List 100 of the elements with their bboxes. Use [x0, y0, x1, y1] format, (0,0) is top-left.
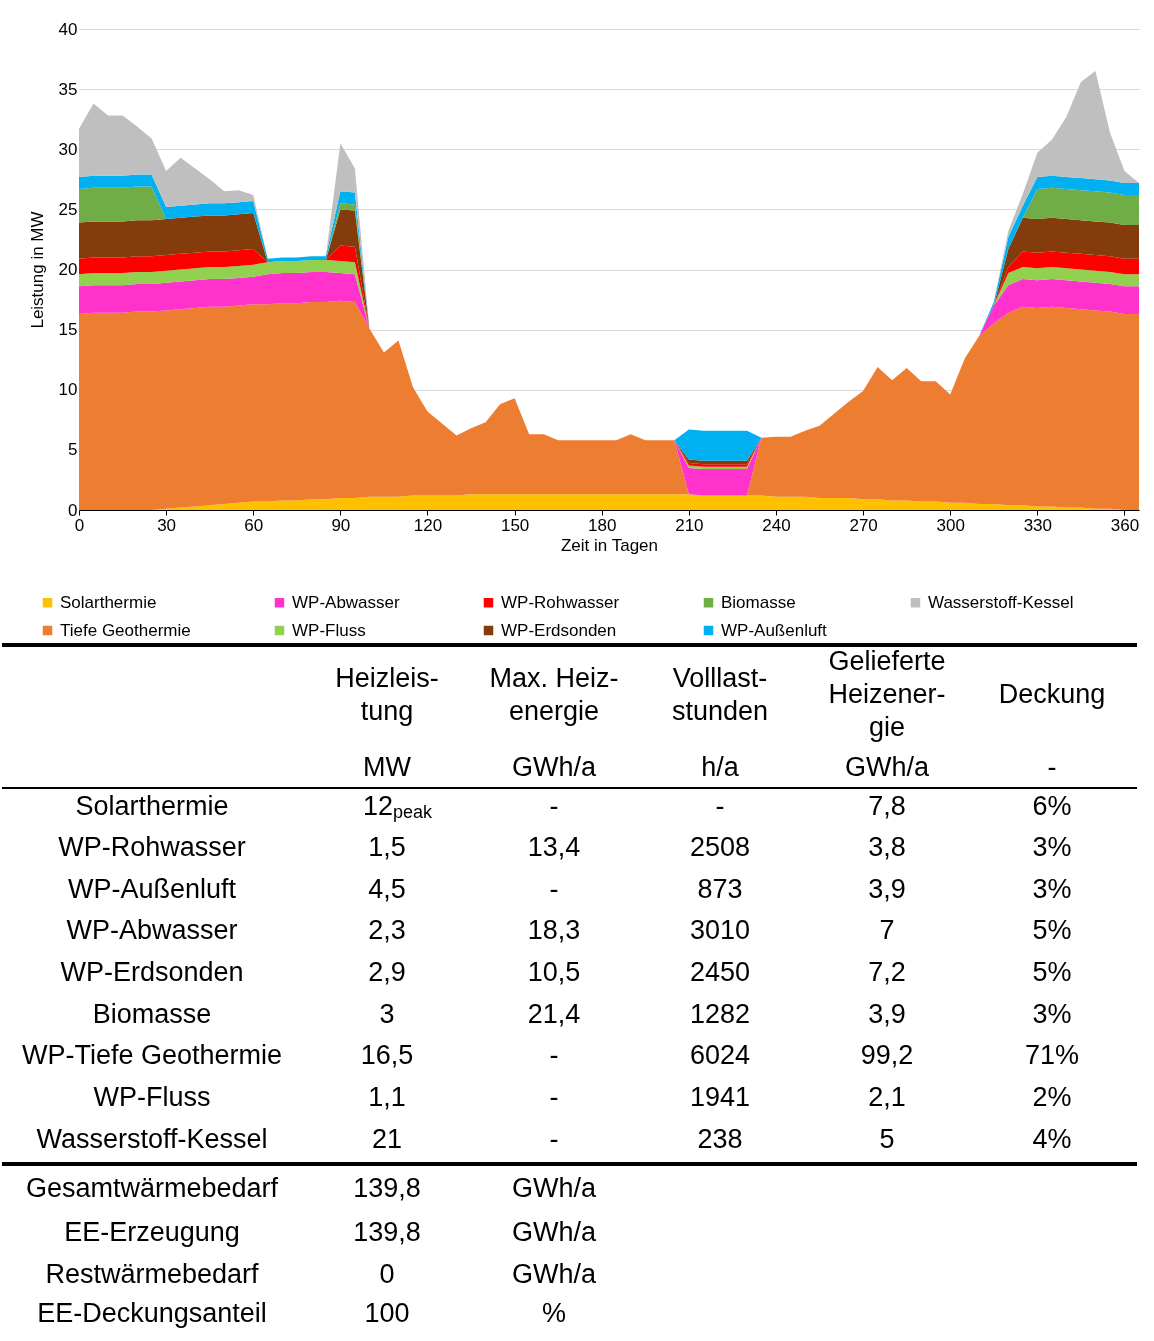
- text: 21: [371, 1124, 403, 1154]
- x-tick-label: 180: [588, 515, 617, 535]
- legend-label: WP-Erdsonden: [501, 620, 617, 640]
- y-tick-label: 35: [58, 79, 78, 99]
- text: 2%: [1032, 1082, 1072, 1112]
- x-tick-label: 300: [936, 515, 965, 535]
- text: WP-Abwasser: [66, 915, 238, 945]
- text: 5: [879, 1124, 895, 1154]
- x-tick-label: 330: [1023, 515, 1053, 535]
- text: Heizleis- tung: [335, 662, 439, 726]
- legend-label: Biomasse: [721, 592, 796, 612]
- text: 3,8: [868, 832, 906, 862]
- text: MW: [363, 752, 412, 782]
- text: 7,2: [868, 957, 906, 987]
- legend-label: WP-Rohwasser: [501, 592, 620, 612]
- text: GWh/a: [511, 752, 597, 782]
- text: 3,9: [868, 999, 906, 1029]
- y-tick-label: 40: [58, 19, 78, 39]
- text: 16,5: [360, 1040, 414, 1070]
- text: Solarthermie: [75, 791, 229, 821]
- text: WP-Fluss: [93, 1082, 211, 1112]
- legend-label: WP-Außenluft: [721, 620, 828, 640]
- text: 873: [697, 874, 743, 904]
- text: 99,2: [860, 1040, 914, 1070]
- text: Deckung: [998, 679, 1106, 709]
- text: -: [715, 791, 725, 821]
- text: 139,8: [353, 1217, 421, 1247]
- x-axis-title: Zeit in Tagen: [560, 535, 659, 555]
- text: 139,8: [353, 1173, 421, 1203]
- legend-label: WP-Fluss: [292, 620, 366, 640]
- text: 3%: [1032, 999, 1072, 1029]
- x-tick-label: 30: [157, 515, 177, 535]
- text: 4,5: [368, 874, 406, 904]
- text: 3%: [1032, 874, 1072, 904]
- text: -: [549, 1124, 559, 1154]
- text: 7: [879, 915, 895, 945]
- text: -: [549, 1040, 559, 1070]
- legend-label: Wasserstoff-Kessel: [928, 592, 1074, 612]
- text: WP-Erdsonden: [60, 957, 244, 987]
- text: Wasserstoff-Kessel: [36, 1124, 268, 1154]
- text: 6%: [1032, 791, 1072, 821]
- text: EE-Deckungsanteil: [37, 1298, 267, 1328]
- text: 5%: [1032, 915, 1072, 945]
- legend-label: Tiefe Geothermie: [60, 620, 191, 640]
- y-axis-title: Leistung in MW: [27, 211, 47, 329]
- text: Volllast- stunden: [671, 662, 769, 726]
- text: 2,1: [868, 1082, 906, 1112]
- text: 13,4: [527, 832, 581, 862]
- text: 1,1: [368, 1082, 406, 1112]
- text: 2508: [689, 832, 751, 862]
- y-tick-label: 30: [58, 139, 78, 159]
- text: 3%: [1032, 832, 1072, 862]
- text: 1,5: [368, 832, 406, 862]
- text: -: [1047, 752, 1057, 782]
- x-tick-label: 120: [413, 515, 443, 535]
- y-tick-label: 0: [68, 500, 78, 520]
- text: Gelieferte Heizener- gie: [828, 646, 946, 742]
- text: 21,4: [527, 999, 581, 1029]
- text: 2450: [689, 957, 751, 987]
- text: 100: [364, 1298, 410, 1328]
- text: GWh/a: [511, 1217, 597, 1247]
- text: GWh/a: [844, 752, 930, 782]
- text: -: [549, 1082, 559, 1112]
- text: 10,5: [527, 957, 581, 987]
- y-tick-label: 25: [58, 199, 78, 219]
- text: %: [541, 1298, 567, 1328]
- text: WP-Tiefe Geothermie: [21, 1040, 283, 1070]
- x-tick-label: 360: [1110, 515, 1140, 535]
- text: 7,8: [868, 791, 906, 821]
- text: 5%: [1032, 957, 1072, 987]
- text: 6024: [689, 1040, 751, 1070]
- text: 18,3: [527, 915, 581, 945]
- text: 4%: [1032, 1124, 1072, 1154]
- text: h/a: [701, 752, 740, 782]
- text: 1282: [689, 999, 751, 1029]
- x-tick-label: 60: [244, 515, 264, 535]
- text: 2,9: [368, 957, 406, 987]
- text: WP-Rohwasser: [58, 832, 246, 862]
- text: 3010: [689, 915, 751, 945]
- text: 71%: [1024, 1040, 1080, 1070]
- y-tick-label: 5: [68, 440, 78, 460]
- text: 1941: [689, 1082, 751, 1112]
- text: GWh/a: [511, 1259, 597, 1289]
- text: WP-Außenluft: [67, 874, 237, 904]
- legend-label: WP-Abwasser: [292, 592, 401, 612]
- text: Restwärmebedarf: [45, 1259, 260, 1289]
- text: Biomasse: [92, 999, 212, 1029]
- text: 238: [697, 1124, 743, 1154]
- y-tick-label: 10: [58, 380, 78, 400]
- text: 0: [379, 1259, 395, 1289]
- x-tick-label: 240: [762, 515, 791, 535]
- text: 3: [379, 999, 395, 1029]
- x-tick-label: 90: [331, 515, 351, 535]
- text: Max. Heiz- energie: [489, 662, 619, 726]
- text: 3,9: [868, 874, 906, 904]
- y-tick-label: 20: [58, 260, 78, 279]
- text: -: [549, 791, 559, 821]
- x-tick-label: 210: [675, 515, 704, 535]
- x-tick-label: 270: [849, 515, 878, 535]
- legend-label: Solarthermie: [60, 592, 157, 612]
